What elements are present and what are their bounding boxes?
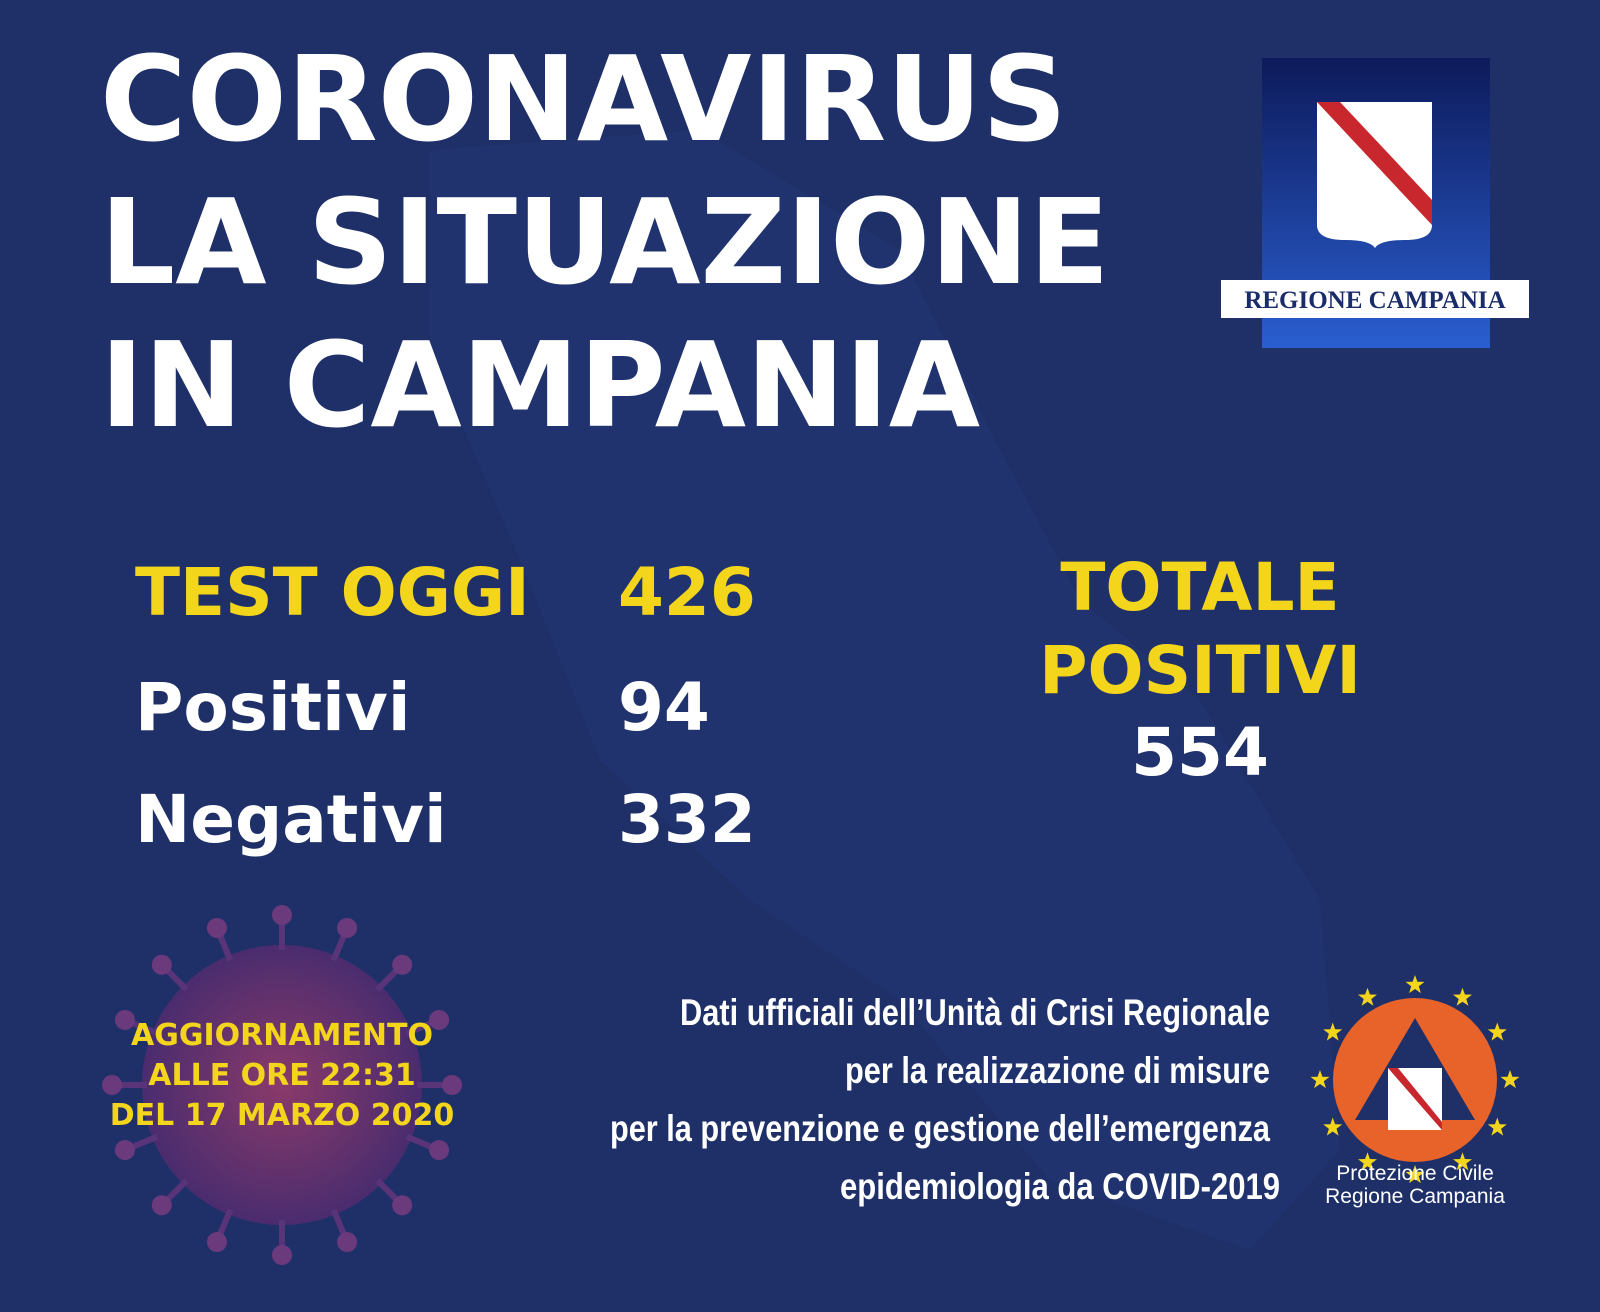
title-line: IN CAMPANIA: [100, 316, 980, 454]
virus-spike-tip: [272, 1245, 292, 1265]
title-line: LA SITUAZIONE: [100, 173, 1110, 311]
footer-line: epidemiologia da COVID-2019: [840, 1166, 1280, 1207]
virus-spike-tip: [206, 1232, 227, 1253]
star: [1323, 1117, 1343, 1136]
virus-spike: [216, 1208, 234, 1239]
civil-protection-label: Regione Campania: [1325, 1185, 1505, 1208]
total-label: TOTALE: [1060, 549, 1339, 626]
virus-spike-tip: [114, 1140, 135, 1161]
virus-spike-tip: [206, 917, 227, 938]
virus-spike-tip: [392, 954, 413, 975]
virus-spike-tip: [429, 1140, 450, 1161]
star: [1487, 1117, 1507, 1136]
star: [1453, 987, 1472, 1006]
virus-icon: [102, 905, 462, 1265]
virus-spike-tip: [429, 1009, 450, 1030]
virus-spike-tip: [337, 1232, 358, 1253]
civil-protection-label: Protezione Civile: [1336, 1162, 1494, 1185]
footer-line: per la realizzazione di misure: [845, 1050, 1270, 1091]
update-line: AGGIORNAMENTO: [131, 1018, 433, 1053]
map-silhouette: [430, 130, 1340, 1250]
star: [1405, 975, 1425, 994]
footer-line: per la prevenzione e gestione dell’emerg…: [610, 1108, 1270, 1149]
virus-spike: [128, 1019, 159, 1037]
virus-spike-tip: [151, 954, 172, 975]
virus-spike-tip: [337, 917, 358, 938]
stat-label: TEST OGGI: [135, 554, 530, 631]
virus-spike-tip: [102, 1075, 122, 1095]
star: [1358, 1152, 1377, 1171]
star: [1405, 1165, 1425, 1184]
star: [1500, 1070, 1520, 1089]
update-line: DEL 17 MARZO 2020: [110, 1098, 455, 1133]
star: [1358, 987, 1377, 1006]
update-line: ALLE ORE 22:31: [148, 1058, 415, 1093]
total-label: POSITIVI: [1039, 632, 1361, 709]
stat-label: Positivi: [135, 669, 410, 746]
virus-spike-tip: [151, 1195, 172, 1216]
region-logo: REGIONE CAMPANIA: [1221, 58, 1529, 348]
total-value: 554: [1131, 714, 1269, 791]
footer-line: Dati ufficiali dell’Unità di Crisi Regio…: [680, 992, 1270, 1033]
virus-spike-tip: [272, 905, 292, 925]
stat-value: 332: [618, 781, 756, 858]
star: [1453, 1152, 1472, 1171]
star: [1323, 1022, 1343, 1041]
star: [1487, 1022, 1507, 1041]
logo-label: REGIONE CAMPANIA: [1244, 287, 1505, 314]
title-line: CORONAVIRUS: [100, 30, 1067, 168]
stat-value: 94: [618, 669, 710, 746]
virus-spike: [330, 1208, 348, 1239]
virus-spike-tip: [442, 1075, 462, 1095]
civil-protection-logo: [1310, 975, 1520, 1184]
stat-value: 426: [618, 554, 756, 631]
stat-label: Negativi: [135, 781, 447, 858]
virus-spike-tip: [114, 1009, 135, 1030]
star: [1310, 1070, 1330, 1089]
virus-spike-tip: [392, 1195, 413, 1216]
